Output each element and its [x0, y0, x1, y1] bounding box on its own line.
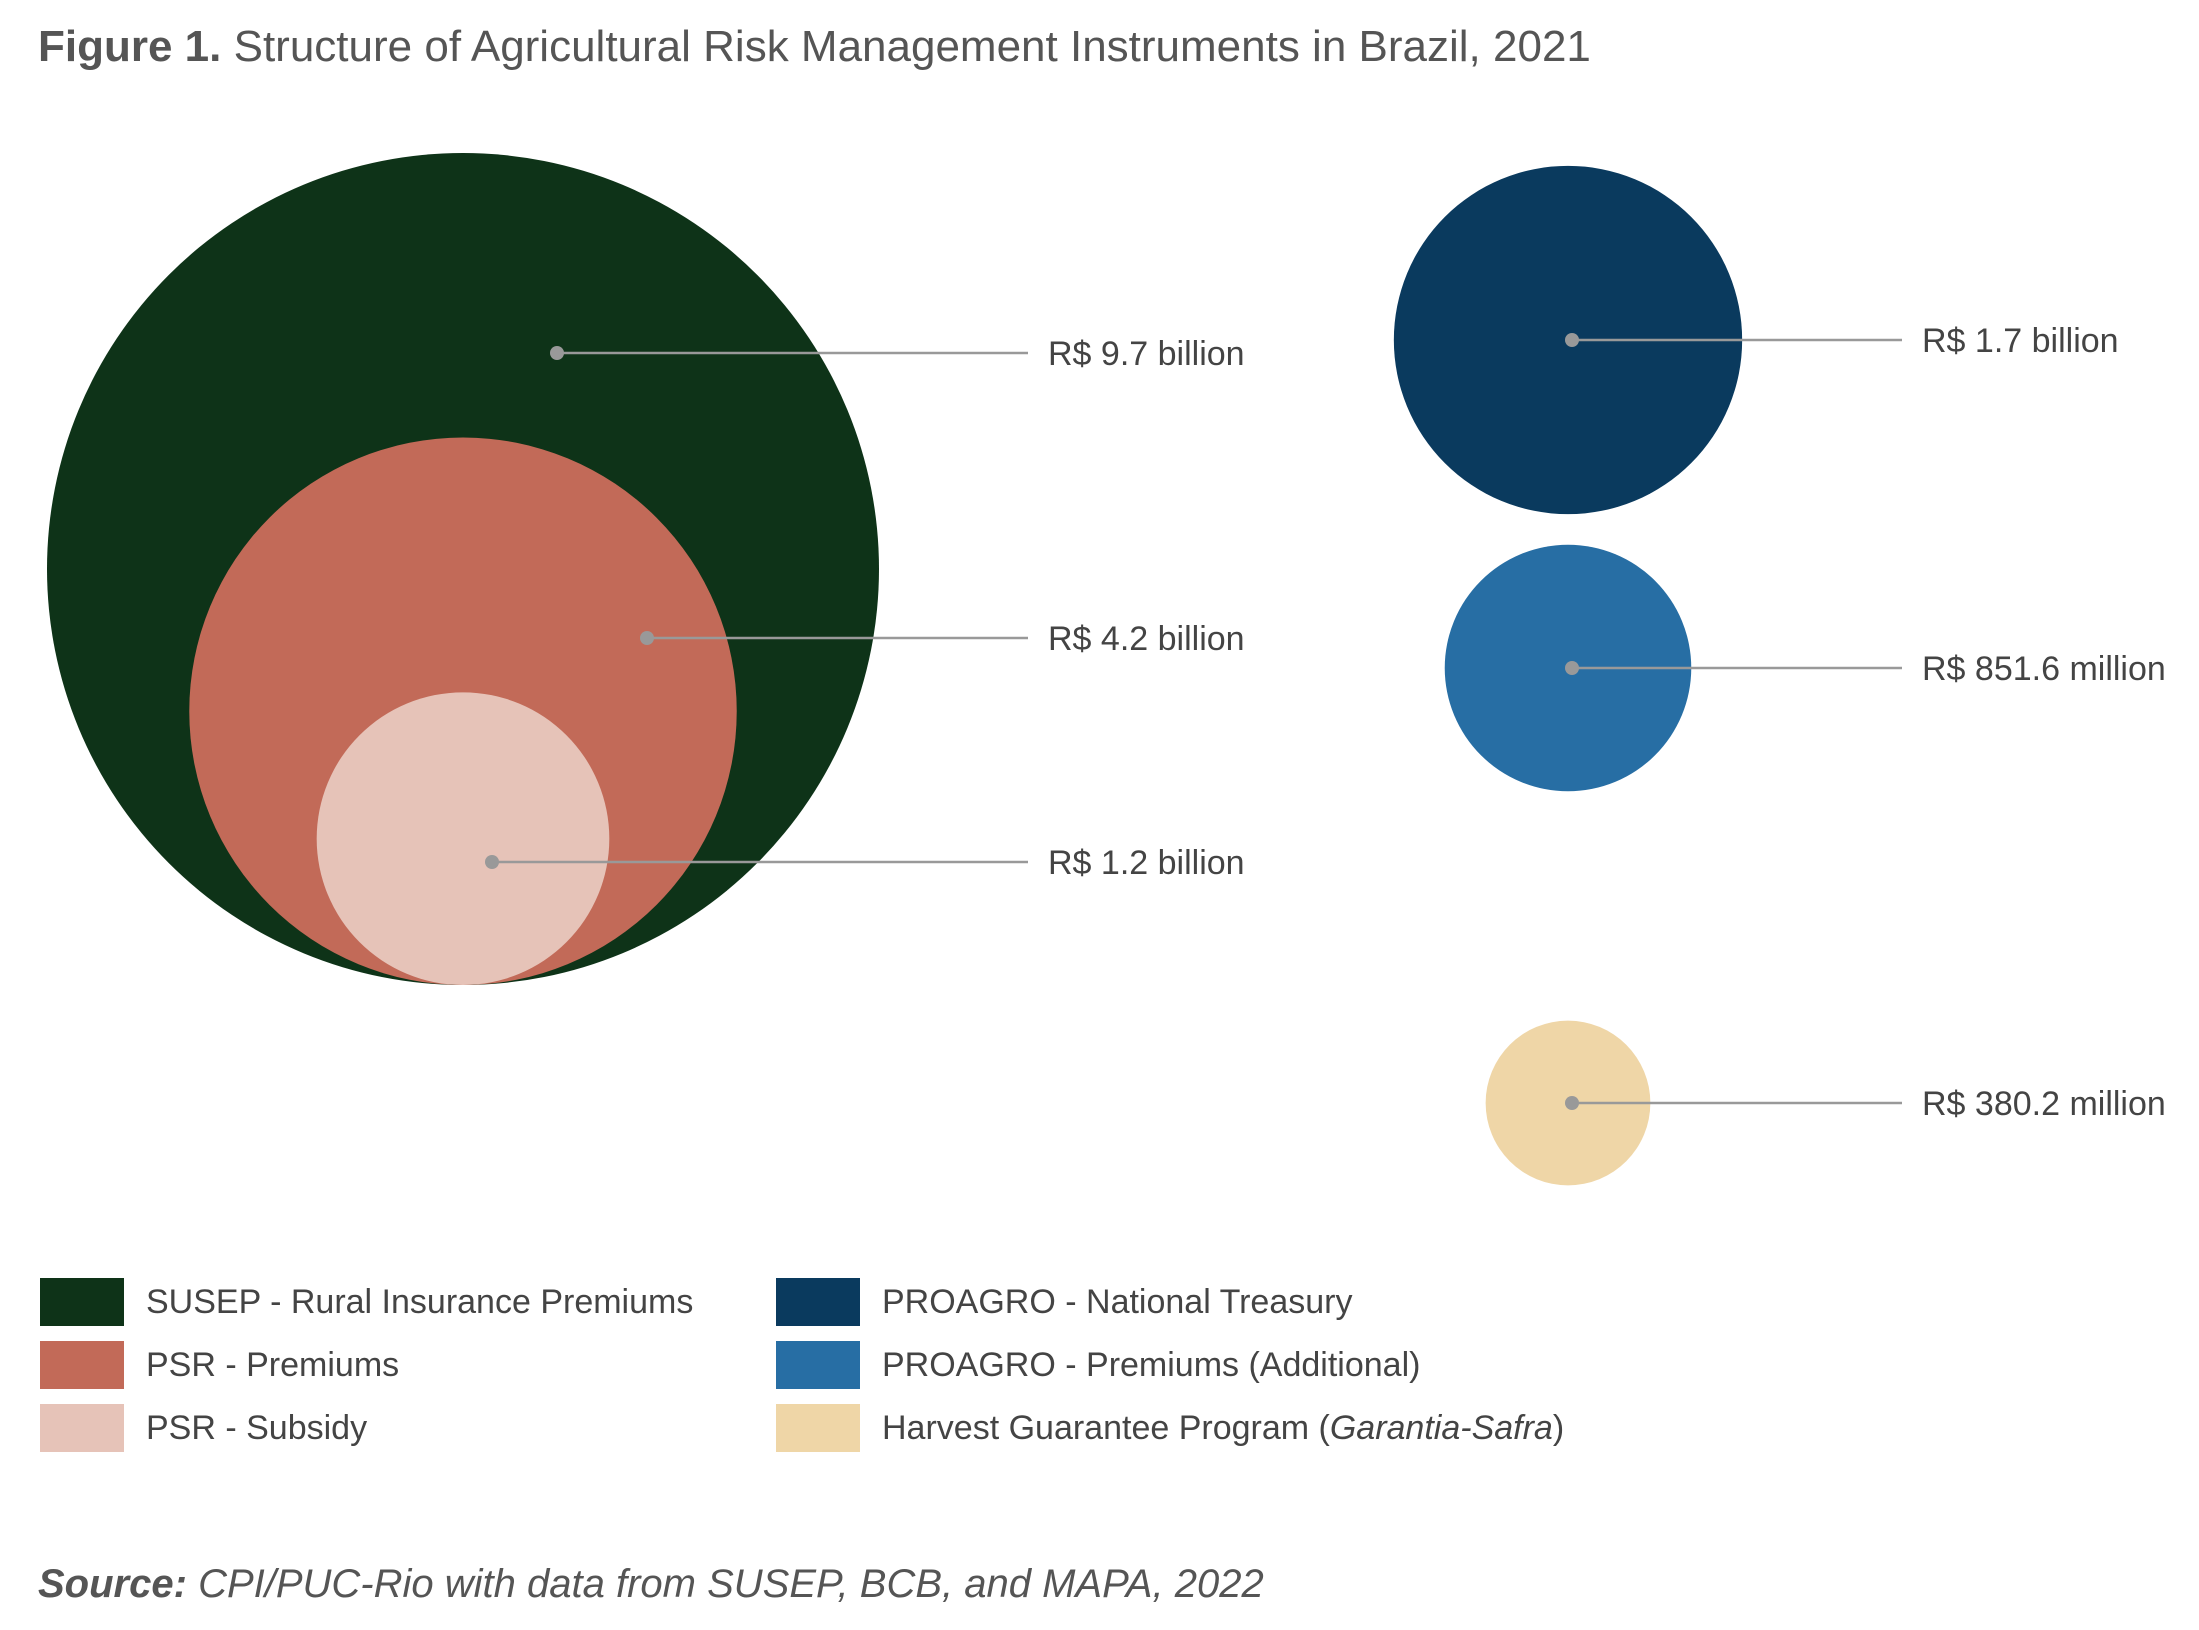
figure-title-text: Structure of Agricultural Risk Managemen…: [233, 22, 1591, 71]
data-label-3: R$ 1.7 billion: [1922, 322, 2119, 360]
leader-dot-2: [485, 855, 499, 869]
figure-label: Figure 1.: [38, 22, 222, 71]
data-label-0: R$ 9.7 billion: [1048, 335, 1245, 373]
leader-dot-4: [1565, 661, 1579, 675]
figure-title: Figure 1. Structure of Agricultural Risk…: [38, 22, 1591, 72]
bubble-2: [316, 692, 610, 985]
data-label-1: R$ 4.2 billion: [1048, 620, 1245, 658]
data-label-5: R$ 380.2 million: [1922, 1085, 2166, 1123]
data-label-2: R$ 1.2 billion: [1048, 844, 1245, 882]
leader-dot-1: [640, 631, 654, 645]
leader-dot-5: [1565, 1096, 1579, 1110]
leader-dot-3: [1565, 333, 1579, 347]
source-note: Source: CPI/PUC-Rio with data from SUSEP…: [38, 1562, 1264, 1607]
data-label-4: R$ 851.6 million: [1922, 650, 2166, 688]
leader-dot-0: [550, 346, 564, 360]
source-label: Source:: [38, 1562, 187, 1606]
source-text: CPI/PUC-Rio with data from SUSEP, BCB, a…: [198, 1562, 1264, 1606]
